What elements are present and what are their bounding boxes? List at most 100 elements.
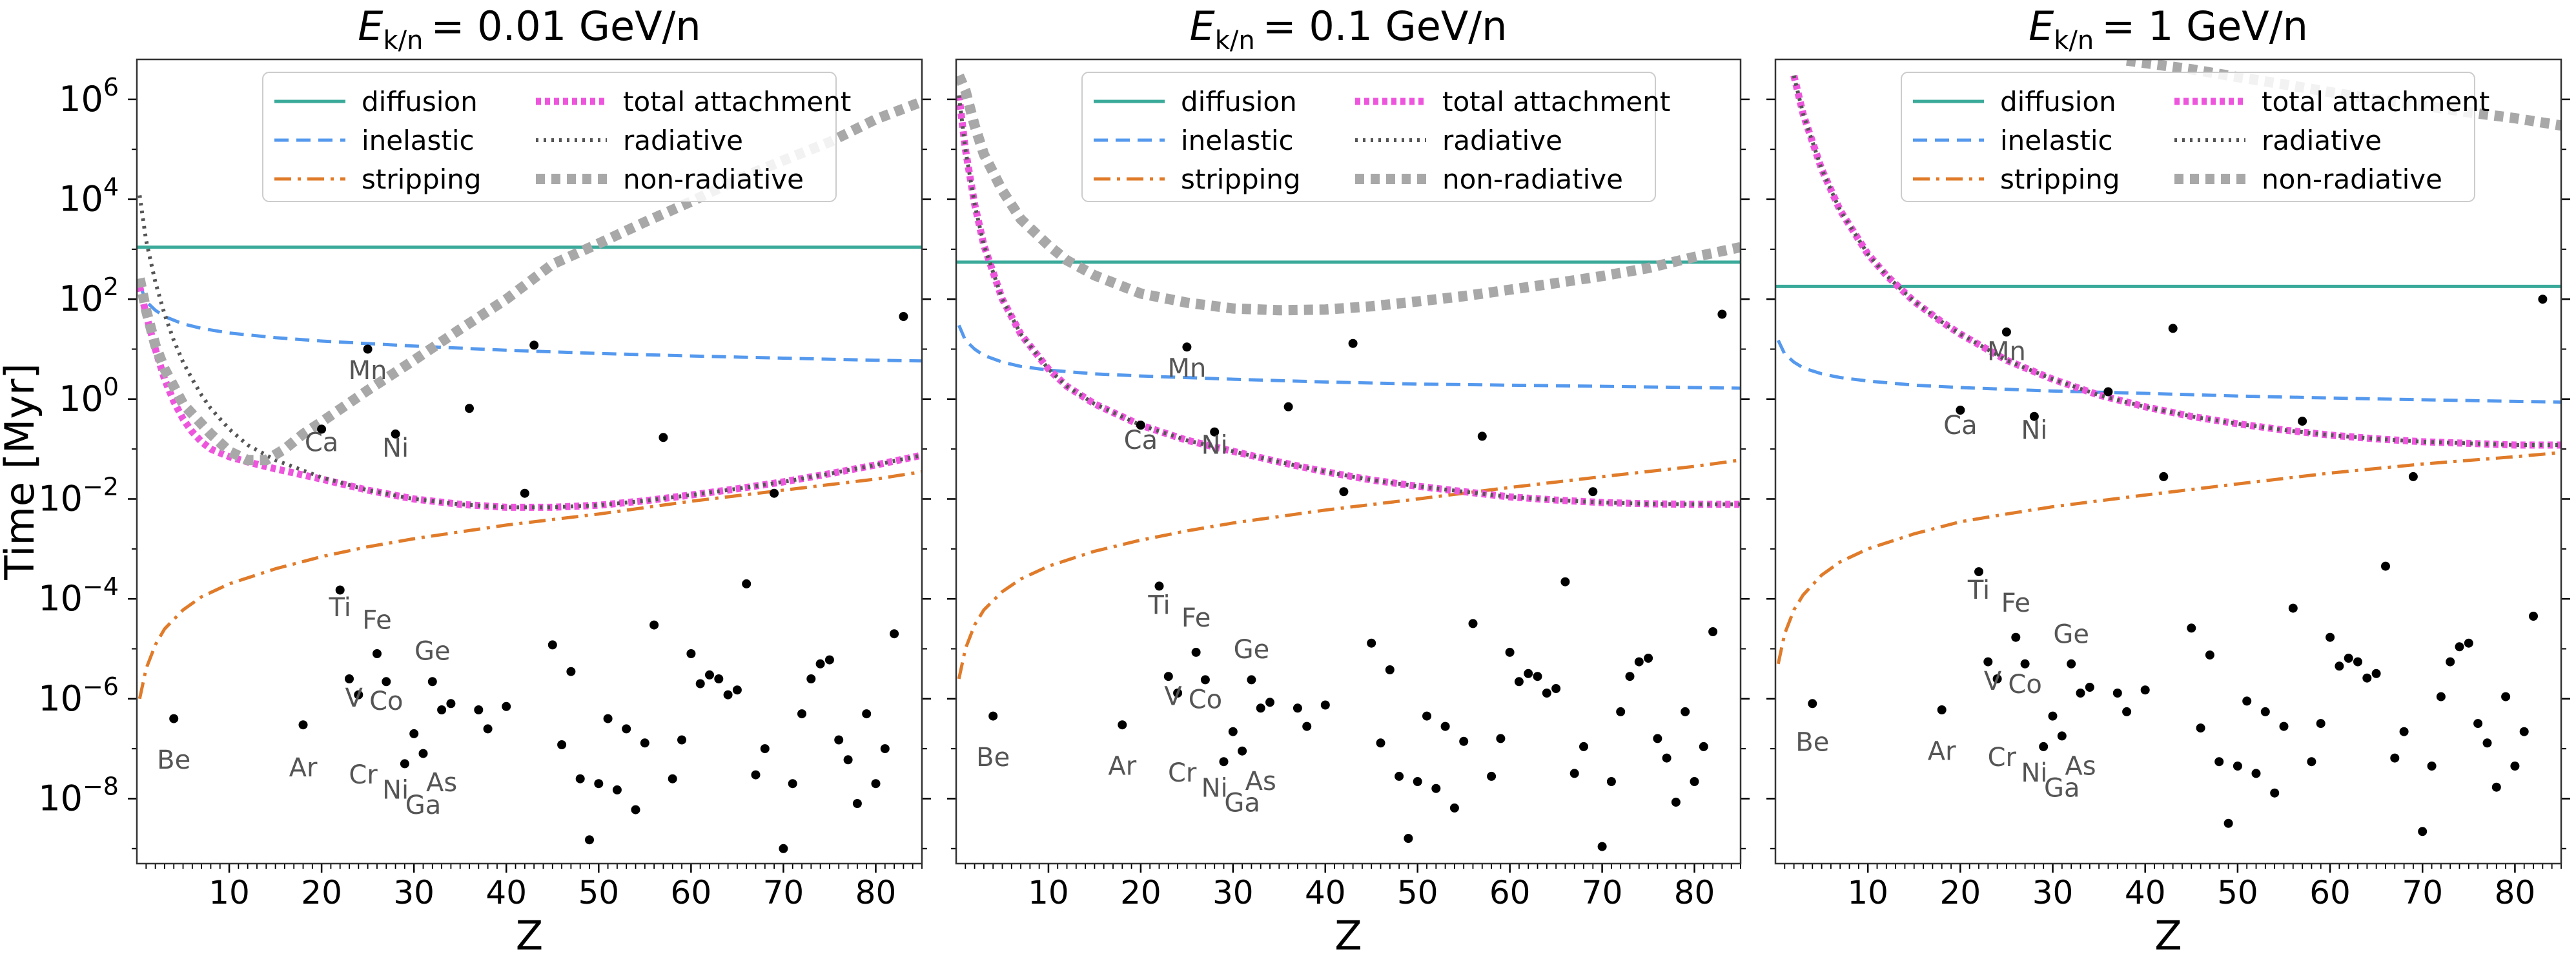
- element-point: [834, 735, 844, 745]
- legend-label-total-attachment: total attachment: [623, 86, 851, 118]
- element-point: [1449, 803, 1459, 813]
- panel-frame: [136, 58, 923, 865]
- element-point: [2122, 707, 2132, 716]
- x-axis-label: Z: [2154, 912, 2182, 959]
- y-tick-label: 10−2: [38, 472, 119, 519]
- series-radiative: [957, 95, 1741, 506]
- element-point: [1200, 675, 1210, 685]
- element-point: [1551, 684, 1561, 693]
- element-point: [2390, 753, 2400, 763]
- element-label: Ni: [2021, 415, 2047, 445]
- legend-label-diffusion: diffusion: [2000, 86, 2116, 118]
- x-tick-label: 80: [2495, 874, 2536, 911]
- element-point: [2187, 623, 2196, 633]
- element-label: Mn: [1987, 337, 2026, 367]
- element-label: Ni: [1201, 431, 1228, 461]
- panel-frame: [955, 58, 1742, 865]
- element-point: [1514, 677, 1524, 687]
- title-symbol: E: [358, 3, 383, 50]
- element-points: [988, 309, 1727, 851]
- x-tick-label: 60: [1489, 874, 1531, 911]
- element-point: [2362, 673, 2372, 683]
- element-point: [1413, 777, 1422, 786]
- element-point: [2048, 711, 2058, 721]
- series-inelastic: [957, 324, 1741, 390]
- element-point: [2298, 417, 2307, 426]
- element-point: [354, 690, 363, 700]
- element-point: [1173, 689, 1183, 698]
- element-point: [2214, 757, 2224, 767]
- element-point: [797, 709, 806, 719]
- element-point: [815, 659, 825, 669]
- element-point: [1496, 734, 1506, 743]
- legend-label-diffusion: diffusion: [362, 86, 478, 118]
- element-point: [2307, 757, 2316, 767]
- element-point: [1367, 638, 1376, 648]
- element-point: [622, 724, 631, 734]
- element-point: [2020, 659, 2030, 669]
- element-label: Ca: [305, 428, 338, 458]
- legend-label-inelastic: inelastic: [2000, 125, 2113, 156]
- element-point: [1974, 567, 1983, 577]
- element-point: [988, 711, 998, 721]
- element-point: [2529, 612, 2538, 621]
- x-axis-label: Z: [516, 912, 543, 959]
- element-point: [1440, 721, 1450, 731]
- legend-label-total-attachment: total attachment: [2262, 86, 2489, 118]
- element-point: [2168, 324, 2178, 333]
- element-point: [1671, 797, 1681, 807]
- element-point: [2408, 472, 2418, 481]
- title-symbol: E: [2029, 3, 2054, 50]
- element-point: [1588, 487, 1598, 497]
- element-point: [612, 785, 622, 794]
- element-point: [603, 714, 613, 723]
- element-point: [695, 679, 705, 689]
- element-point: [169, 714, 179, 723]
- y-tick-exponent: 4: [103, 173, 119, 202]
- element-point: [2538, 295, 2548, 304]
- element-point: [659, 433, 668, 442]
- element-point: [1136, 420, 1145, 430]
- legend-label-stripping: stripping: [362, 163, 482, 195]
- element-point: [1808, 699, 1817, 709]
- element-point: [1302, 721, 1312, 731]
- element-point: [2085, 683, 2094, 692]
- element-point: [1524, 669, 1533, 678]
- element-point: [705, 670, 714, 680]
- element-point: [2001, 327, 2011, 337]
- element-point: [677, 735, 686, 745]
- x-tick-label: 30: [2032, 874, 2074, 911]
- series-non-radiative: [956, 73, 1741, 316]
- element-point: [1385, 665, 1395, 674]
- element-label: Mn: [1167, 353, 1206, 383]
- legend-label-non-radiative: non-radiative: [1442, 163, 1623, 195]
- y-tick-exponent: −6: [83, 672, 119, 701]
- x-tick-label: 60: [2309, 874, 2351, 911]
- element-point: [742, 579, 751, 588]
- element-point: [649, 620, 659, 630]
- element-point: [806, 674, 816, 683]
- title-value: = 0.1 GeV/n: [1263, 3, 1508, 50]
- element-point: [779, 844, 788, 853]
- element-point: [2491, 782, 2501, 792]
- x-tick-label: 40: [486, 874, 527, 911]
- element-point: [1376, 738, 1385, 748]
- y-tick-label: 100: [59, 373, 119, 419]
- element-points: [1808, 295, 2548, 836]
- element-point: [474, 705, 484, 714]
- element-point: [391, 429, 400, 439]
- element-point: [2039, 742, 2049, 751]
- legend-box: [1901, 72, 2475, 202]
- element-point: [871, 779, 881, 789]
- element-point: [437, 705, 447, 714]
- element-label: Ni: [2021, 758, 2047, 788]
- element-point: [1699, 742, 1708, 751]
- element-point: [1210, 427, 1220, 437]
- element-point: [317, 424, 327, 434]
- element-point: [2205, 650, 2214, 660]
- element-point: [298, 720, 308, 730]
- element-label: V: [345, 683, 363, 713]
- element-label: Ge: [414, 637, 451, 667]
